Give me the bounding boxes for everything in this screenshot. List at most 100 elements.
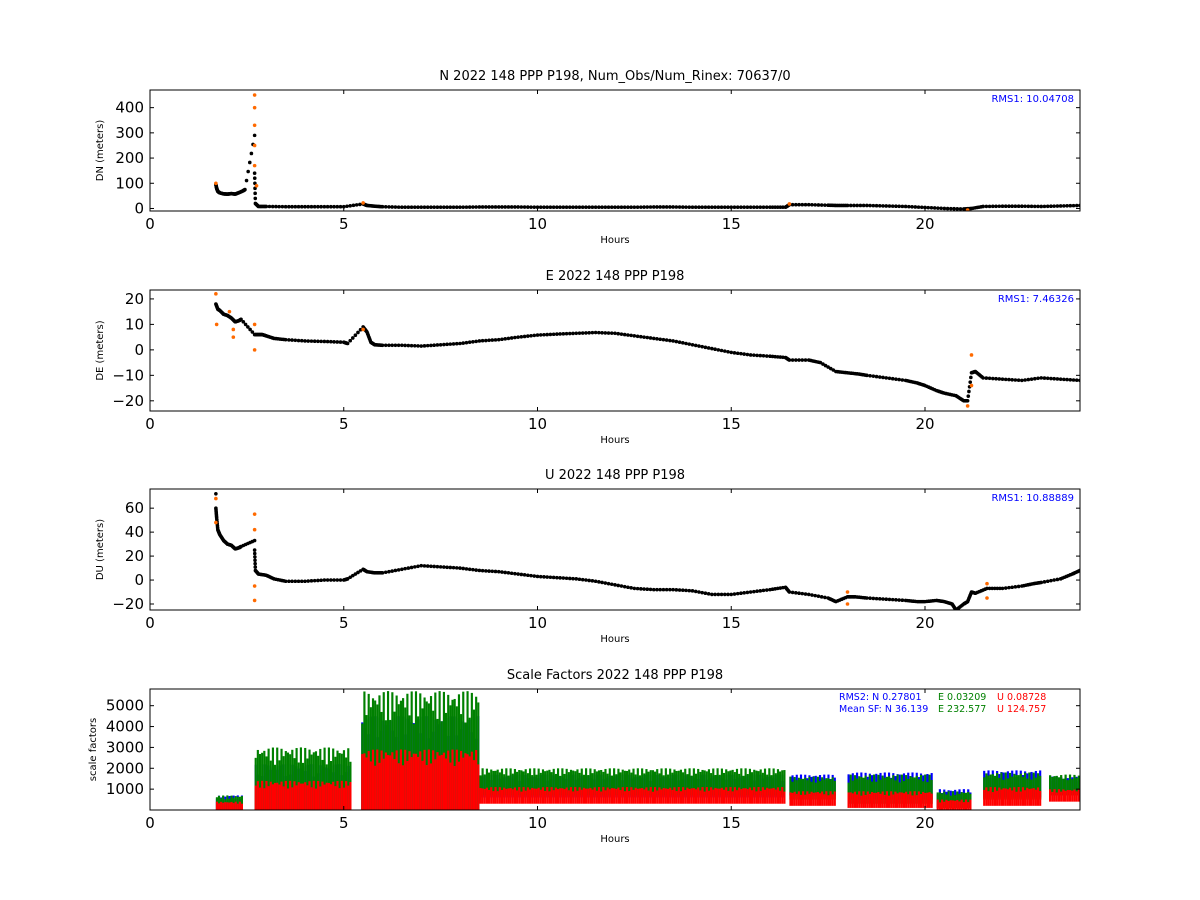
- data-point: [690, 205, 695, 210]
- data-point: [865, 203, 869, 208]
- scale-factor-band: [1077, 775, 1080, 796]
- scale-factor-band: [342, 787, 346, 810]
- data-point: [490, 569, 495, 574]
- x-tick-label: 15: [722, 215, 741, 233]
- scale-factor-band: [949, 800, 952, 810]
- scale-factor-band: [1004, 788, 1007, 806]
- data-point: [794, 358, 798, 362]
- scale-factor-band: [643, 773, 646, 796]
- data-point: [848, 203, 853, 208]
- scale-factor-band: [226, 802, 229, 810]
- scale-factor-band: [483, 788, 486, 804]
- scale-factor-band: [580, 789, 583, 804]
- data-point: [361, 327, 365, 332]
- data-point: [429, 343, 433, 348]
- data-point: [868, 373, 872, 378]
- scale-factor-band: [628, 769, 631, 796]
- data-point: [716, 205, 721, 210]
- data-point: [868, 203, 872, 208]
- scale-factor-band: [705, 771, 708, 796]
- data-point: [299, 579, 304, 584]
- data-point: [283, 204, 288, 209]
- data-point: [697, 590, 701, 594]
- scale-factor-band: [1066, 789, 1069, 802]
- data-point: [471, 205, 475, 209]
- data-point: [887, 376, 892, 381]
- scale-factor-band: [314, 751, 318, 810]
- scale-factor-band: [748, 768, 752, 796]
- scale-factor-band: [628, 791, 631, 804]
- data-point: [897, 204, 901, 209]
- scale-factor-band: [447, 750, 450, 810]
- y-tick-label: 0: [134, 341, 144, 359]
- scale-factor-band: [282, 756, 285, 810]
- scale-factor-band: [567, 772, 570, 796]
- scale-factor-band: [505, 768, 508, 796]
- scale-factor-band: [365, 757, 368, 810]
- data-point: [496, 337, 501, 342]
- scale-factor-band: [265, 780, 268, 810]
- scale-factor-band: [896, 793, 899, 808]
- scale-factor-band: [561, 768, 564, 796]
- data-point: [416, 205, 420, 210]
- scale-factor-band: [1002, 788, 1005, 806]
- scale-factor-band: [587, 775, 590, 796]
- data-point: [987, 376, 992, 381]
- scale-factor-band: [280, 781, 283, 810]
- data-point: [477, 568, 482, 573]
- scale-factor-band: [632, 789, 635, 804]
- scale-factor-band: [1034, 777, 1037, 800]
- scale-factor-band: [278, 784, 281, 810]
- scale-factor-band: [329, 784, 333, 810]
- data-point: [522, 334, 527, 339]
- scale-factor-band: [690, 775, 693, 796]
- data-point: [319, 578, 323, 583]
- data-point: [651, 587, 656, 592]
- data-point: [335, 204, 340, 209]
- data-point: [548, 332, 553, 337]
- scale-factor-band: [606, 773, 609, 796]
- scale-factor-band: [410, 757, 413, 810]
- scale-factor-band: [1019, 791, 1022, 806]
- data-point: [668, 587, 672, 592]
- data-point: [819, 595, 824, 599]
- data-point: [816, 594, 821, 599]
- scale-factor-band: [500, 768, 504, 796]
- scale-factor-band: [853, 775, 857, 804]
- data-point: [671, 587, 675, 592]
- data-point: [1003, 377, 1008, 382]
- scale-factor-band: [284, 780, 287, 810]
- scale-factor-band: [772, 787, 775, 804]
- data-point: [542, 575, 546, 579]
- data-point: [929, 206, 934, 210]
- scale-factor-band: [887, 776, 891, 804]
- scale-factor-band: [528, 789, 532, 804]
- data-point: [1007, 585, 1011, 590]
- x-tick-label: 5: [339, 415, 349, 433]
- scale-factor-band: [731, 769, 734, 796]
- scale-factor-band: [565, 768, 568, 796]
- scale-factor-band: [371, 749, 375, 810]
- data-point: [629, 333, 633, 338]
- scale-factor-band: [256, 781, 259, 810]
- data-point: [471, 567, 475, 572]
- scale-factor-band: [776, 787, 780, 804]
- scale-factor-band: [831, 794, 834, 806]
- scale-factor-band: [511, 789, 514, 804]
- scale-factor-band: [323, 784, 326, 810]
- data-point: [252, 548, 257, 552]
- data-point: [1003, 586, 1008, 590]
- scale-factor-band: [804, 794, 807, 806]
- data-point: [529, 205, 533, 209]
- data-point: [253, 196, 258, 201]
- data-point: [584, 331, 588, 335]
- scale-factor-band: [291, 749, 294, 810]
- data-point: [416, 344, 420, 348]
- scale-factor-band: [522, 771, 525, 796]
- scale-factor-band: [332, 748, 335, 810]
- scale-factor-band: [304, 782, 307, 810]
- data-point: [778, 355, 783, 359]
- data-point: [319, 204, 323, 209]
- data-point: [903, 204, 908, 209]
- scale-factor-band: [669, 768, 672, 796]
